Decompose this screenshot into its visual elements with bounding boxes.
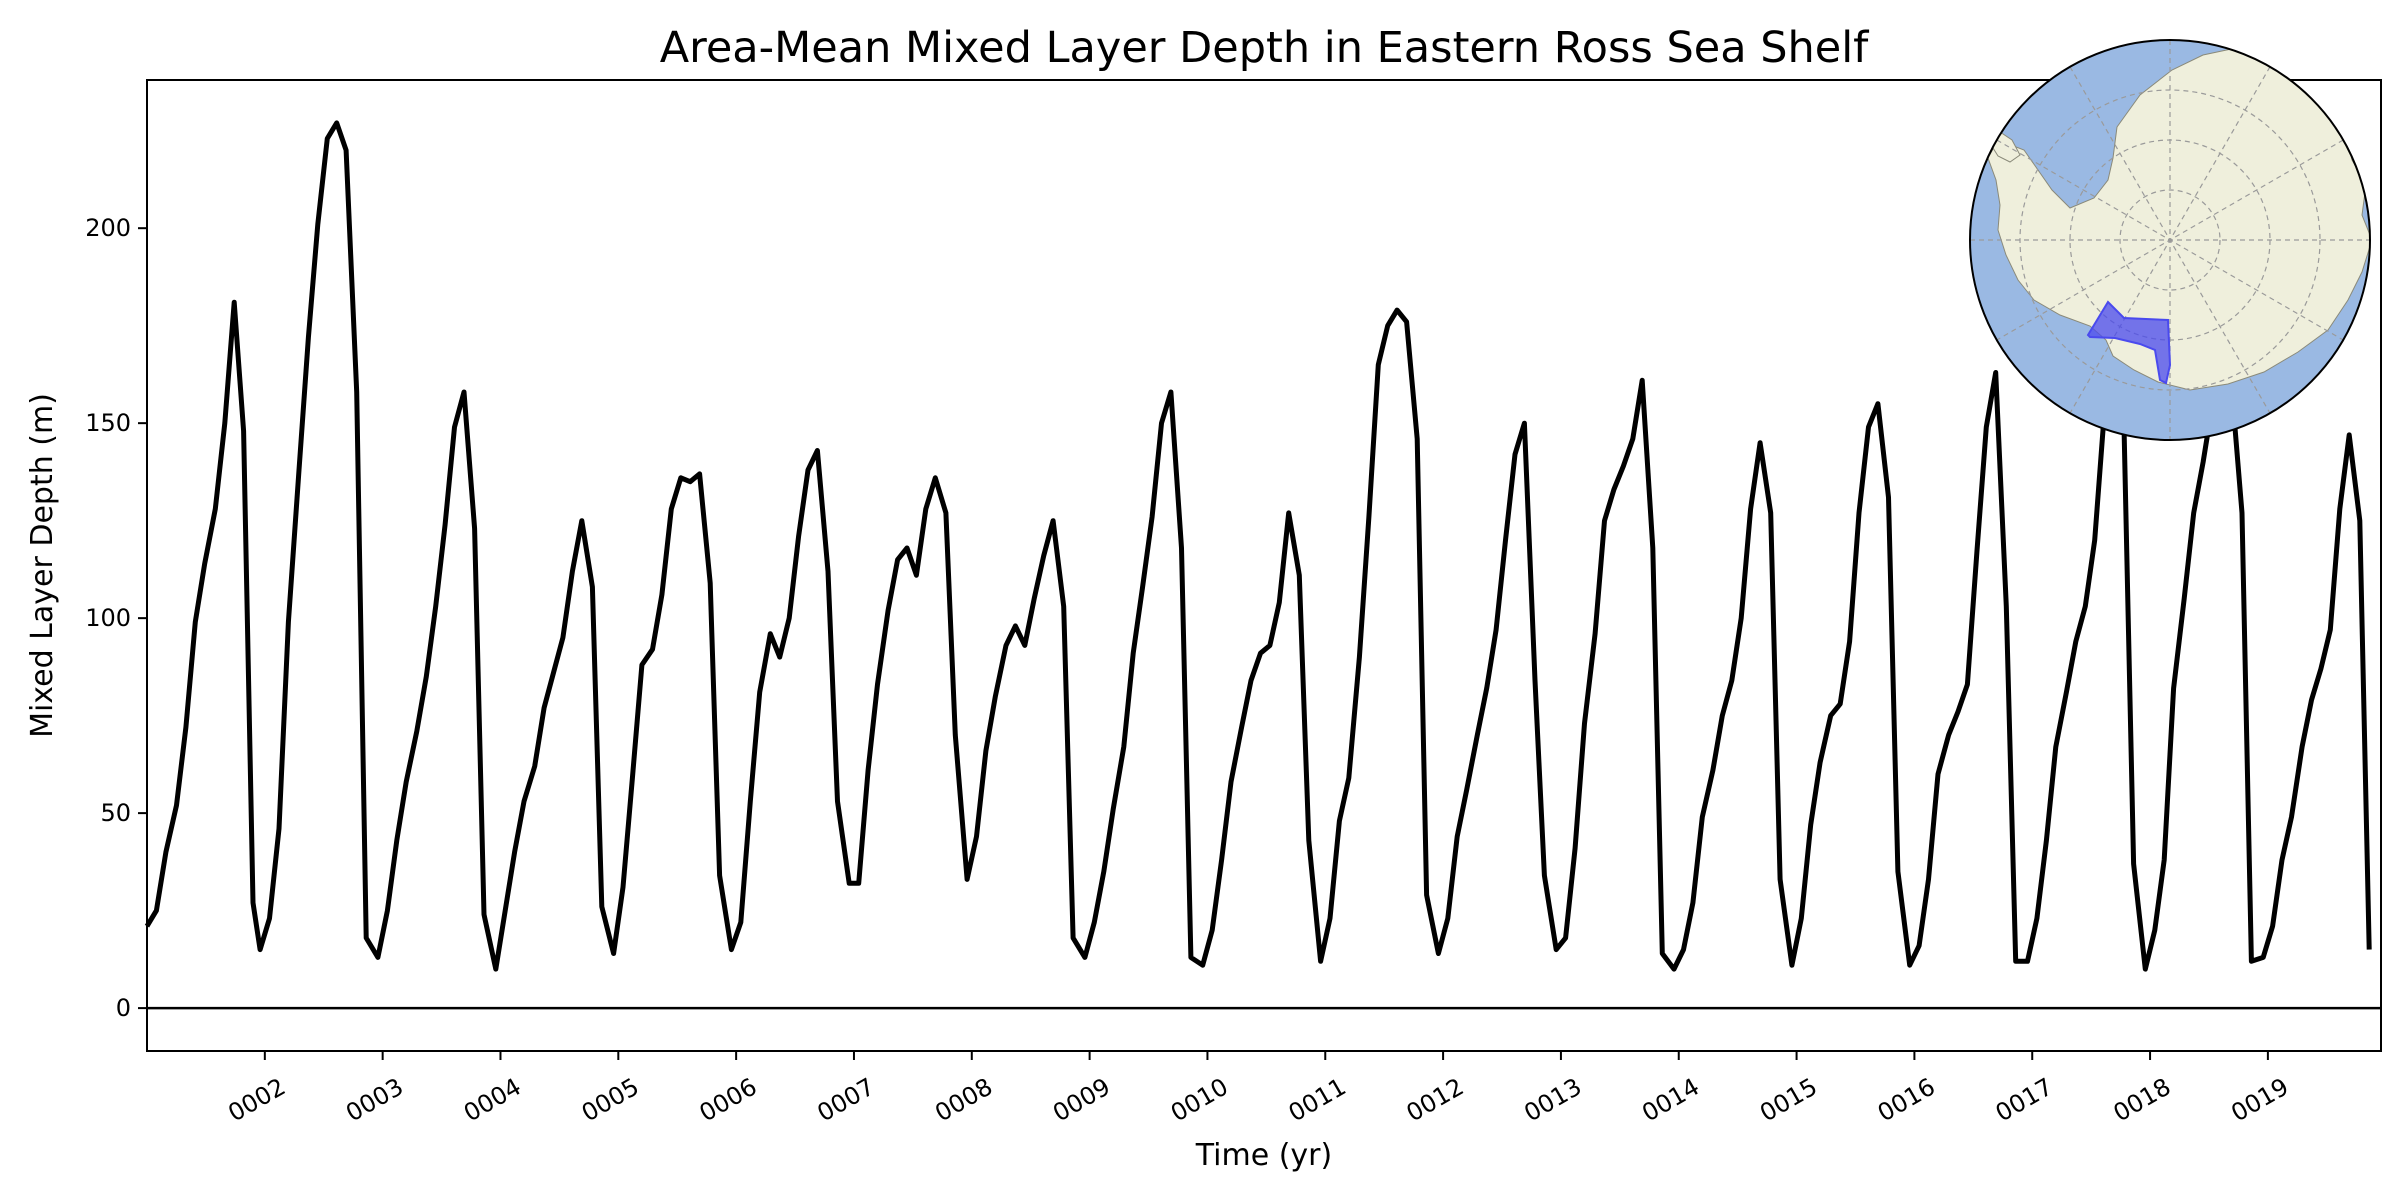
y-tick-label-200: 200 [85, 214, 131, 242]
inset-globe-border [1969, 39, 2371, 441]
inset-meridian [1996, 139, 2344, 341]
chart-title: Area-Mean Mixed Layer Depth in Eastern R… [660, 23, 1869, 73]
inset-study-region [2086, 300, 2172, 385]
antarctica-inset-map [1969, 39, 2371, 441]
y-axis: 0 50 100 150 200 [85, 214, 147, 1022]
plot-frame [146, 79, 2382, 1052]
x-axis-title: Time (yr) [1195, 1138, 1332, 1173]
plot-area [144, 79, 2382, 1052]
y-axis-title: Mixed Layer Depth (m) [25, 393, 60, 738]
y-tick-label-100: 100 [85, 604, 131, 632]
y-tick-label-0: 0 [116, 994, 131, 1022]
y-tick-label-150: 150 [85, 409, 131, 437]
series-line-mld [144, 120, 2372, 972]
y-tick-label-50: 50 [100, 799, 131, 827]
